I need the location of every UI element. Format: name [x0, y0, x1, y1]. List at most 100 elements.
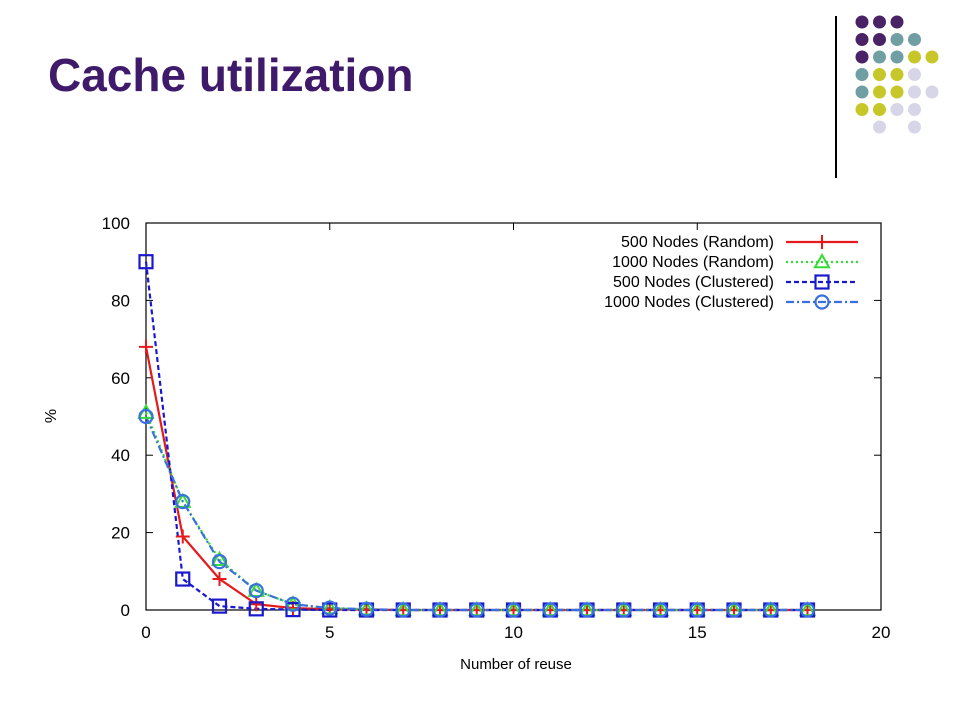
decor-dot	[925, 50, 939, 64]
decor-dot	[873, 85, 886, 99]
data-point-series-2	[357, 600, 376, 616]
decor-dot	[890, 103, 904, 116]
decor-dot	[873, 33, 886, 46]
decor-dot	[890, 68, 904, 81]
data-point-series-4	[689, 602, 705, 618]
decor-dot	[873, 103, 886, 116]
decor-dot	[855, 15, 869, 29]
data-point-series-2	[210, 550, 229, 566]
data-point-series-4	[469, 602, 485, 618]
data-point-series-3	[138, 254, 154, 270]
data-point-series-3	[248, 601, 264, 617]
data-point-series-2	[578, 600, 596, 617]
series-line-1	[144, 346, 808, 612]
data-point-series-1	[139, 339, 153, 354]
legend-marker-2	[813, 252, 831, 269]
data-point-series-1	[175, 529, 190, 544]
y-tick-label: 80	[111, 291, 130, 310]
data-point-series-2	[541, 600, 559, 617]
data-point-series-2	[431, 600, 449, 617]
slide-title: Cache utilization	[48, 49, 414, 101]
data-point-series-4	[248, 583, 264, 599]
decor-dot	[855, 33, 869, 46]
data-point-series-4	[799, 602, 816, 618]
data-point-series-4	[285, 596, 301, 612]
data-point-series-2	[688, 600, 706, 617]
data-point-series-4	[211, 554, 228, 570]
data-point-series-4	[579, 602, 595, 618]
decor-dot	[908, 85, 921, 99]
data-point-series-4	[726, 602, 742, 618]
data-point-series-3	[175, 571, 191, 587]
data-point-series-4	[505, 602, 522, 618]
data-point-series-3	[285, 602, 301, 618]
y-tick-label: 0	[121, 601, 130, 620]
y-tick-label: 20	[111, 524, 130, 543]
decor-dot	[855, 68, 869, 81]
series-line-4	[144, 416, 808, 612]
decor-dot	[873, 120, 886, 134]
decor-dot	[855, 85, 869, 99]
decor-dot	[855, 50, 869, 64]
data-point-series-4	[395, 602, 411, 618]
decor-dot	[908, 33, 921, 46]
title-divider	[835, 16, 837, 178]
y-axis-label: %	[43, 409, 60, 423]
data-point-series-4	[652, 602, 669, 618]
data-point-series-4	[763, 602, 779, 618]
data-point-series-1	[249, 597, 264, 612]
data-point-series-2	[468, 600, 486, 617]
series-line-2	[144, 412, 808, 612]
decor-dot	[873, 68, 886, 81]
decor-dot	[873, 50, 886, 64]
data-point-series-4	[322, 600, 338, 616]
data-point-series-2	[504, 600, 523, 617]
x-tick-label: 0	[141, 623, 150, 642]
data-point-series-4	[138, 408, 154, 425]
y-tick-label: 40	[111, 446, 130, 465]
data-point-series-2	[762, 600, 780, 617]
decor-dot	[890, 15, 904, 29]
x-tick-label: 10	[504, 623, 523, 642]
x-axis-label: Number of reuse	[460, 656, 572, 673]
legend-label-2: 1000 Nodes (Random)	[612, 254, 774, 271]
decorative-dot-grid	[855, 15, 939, 134]
y-tick-label: 100	[102, 214, 130, 233]
decor-dot	[908, 103, 921, 116]
data-point-series-2	[394, 600, 412, 617]
decor-dot	[890, 85, 904, 99]
x-tick-label: 15	[688, 623, 707, 642]
data-point-series-2	[321, 599, 339, 615]
x-tick-label: 5	[325, 623, 334, 642]
data-point-series-4	[358, 601, 375, 617]
legend-marker-1	[815, 235, 829, 249]
decor-dot	[890, 33, 904, 46]
decor-dot	[890, 50, 904, 64]
data-point-series-2	[651, 600, 670, 617]
data-point-series-2	[615, 600, 633, 617]
data-point-series-4	[542, 602, 558, 618]
series-line-3	[144, 261, 808, 612]
cache-utilization-chart: 0 5 10 15 20 0 20 40 60 80 100 500 Nodes (Random) 1…	[43, 214, 891, 673]
data-point-series-2	[174, 492, 192, 508]
legend-marker-3	[814, 274, 830, 290]
y-tick-label: 60	[111, 369, 130, 388]
data-point-series-2	[798, 600, 817, 617]
data-point-series-2	[725, 600, 743, 617]
decor-dot	[925, 85, 939, 99]
decor-dot	[855, 103, 869, 116]
decor-dot	[908, 68, 921, 81]
legend-label-1: 500 Nodes (Random)	[621, 234, 774, 251]
data-point-series-1	[212, 572, 227, 587]
legend-label-3: 500 Nodes (Clustered)	[613, 274, 774, 291]
decor-dot	[873, 15, 886, 29]
data-point-series-4	[432, 602, 448, 618]
data-point-series-4	[616, 602, 632, 618]
legend-label-4: 1000 Nodes (Clustered)	[604, 294, 774, 311]
data-point-series-4	[175, 494, 191, 510]
decor-dot	[908, 120, 921, 134]
x-tick-label: 20	[872, 623, 891, 642]
decor-dot	[908, 50, 921, 64]
data-point-series-3	[211, 598, 228, 614]
legend-marker-4	[814, 294, 830, 310]
